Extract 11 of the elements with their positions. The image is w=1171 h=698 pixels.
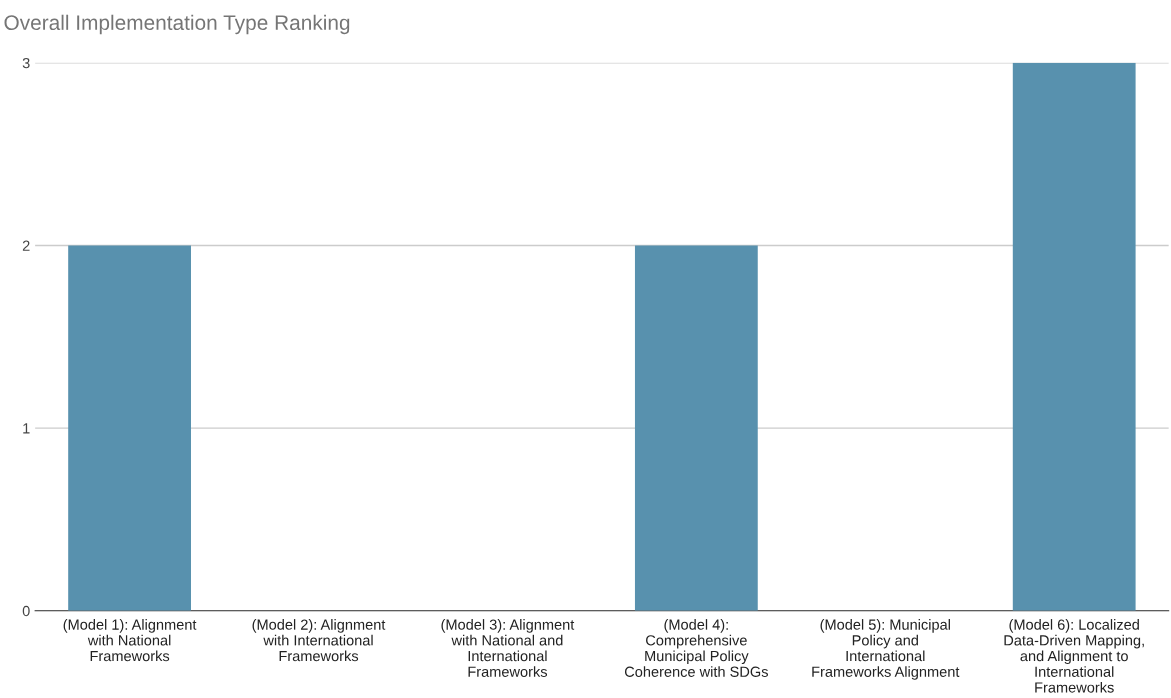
chart-title: Overall Implementation Type Ranking [4,14,350,35]
x-tick-label: (Model 1): Alignment with National Frameworks [63,619,197,662]
x-tick-label: (Model 5): Municipal Policy and International Frameworks Alignment [812,619,960,680]
x-tick-label: (Model 6): Localized Data-Driven Mapping, and Alignment to International Frameworks [1004,619,1144,693]
x-tick-label: (Model 2): Alignment with International Frameworks [252,619,386,662]
y-tick-label: 1 [23,423,30,434]
x-tick-label: (Model 4): Comprehensive Municipal Policy Coherence with SDGs [624,619,768,677]
x-tick-label: (Model 3): Alignment with National and International Frameworks [441,619,575,677]
y-tick-label: 3 [22,57,30,69]
y-tick-label: 0 [22,605,30,617]
y-tick-label: 2 [22,240,30,251]
